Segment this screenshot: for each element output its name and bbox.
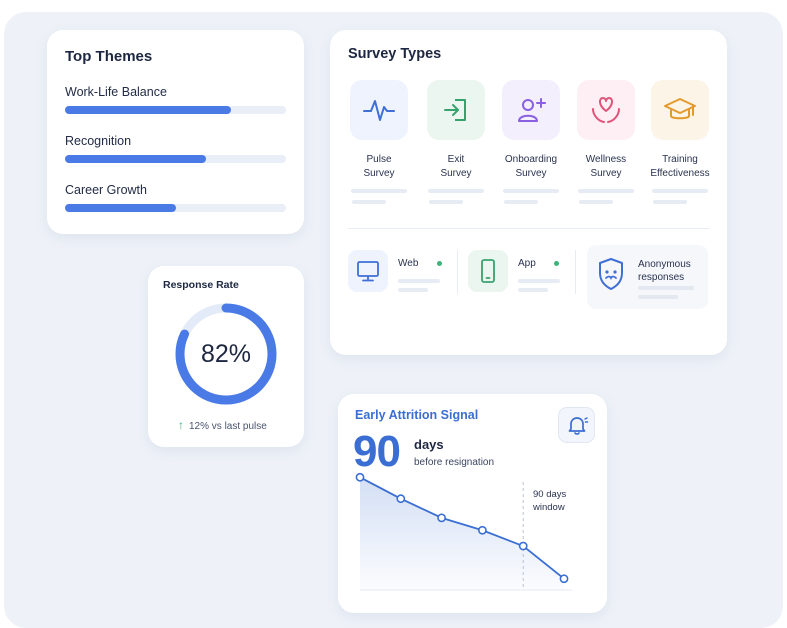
bell-icon[interactable] <box>558 407 595 443</box>
response-rate-value: 82% <box>200 340 252 368</box>
top-themes-card: Top Themes Work-Life Balance Recognition… <box>47 30 304 234</box>
placeholder-line <box>653 200 687 204</box>
anonymous-label: Anonymous responses <box>638 259 691 283</box>
section-divider <box>348 228 710 229</box>
theme-bar-track <box>65 106 286 114</box>
survey-type-wellness[interactable]: Wellness Survey <box>576 80 636 204</box>
monitor-icon <box>348 250 388 292</box>
survey-type-label: Pulse Survey <box>363 154 395 179</box>
theme-bar-fill <box>65 106 231 114</box>
survey-type-onboarding[interactable]: Onboarding Survey <box>501 80 561 204</box>
survey-type-exit[interactable]: Exit Survey <box>426 80 486 204</box>
theme-item: Work-Life Balance <box>65 85 286 114</box>
placeholder-line <box>398 279 440 283</box>
arrow-up-icon: ↑ <box>178 418 184 432</box>
data-point <box>518 541 528 551</box>
channel-divider <box>575 250 576 294</box>
series-line <box>359 476 565 580</box>
response-rate-card: Response Rate 82% ↑ 12% vs last pulse <box>148 266 304 447</box>
data-point <box>437 513 446 523</box>
response-rate-ring <box>175 303 277 405</box>
channel-label: App <box>518 258 536 269</box>
survey-type-pulse[interactable]: Pulse Survey <box>349 80 409 204</box>
early-attrition-card: Early Attrition Signal 90 days before re… <box>338 394 607 613</box>
graduation-cap-icon <box>651 80 709 140</box>
response-rate-delta: ↑ 12% vs last pulse <box>178 418 267 432</box>
pulse-icon <box>350 80 408 140</box>
data-point <box>559 574 569 584</box>
attrition-line-chart <box>355 472 572 591</box>
add-user-icon <box>502 80 560 140</box>
attrition-subtitle: before resignation <box>414 457 495 468</box>
placeholder-line <box>638 286 694 290</box>
placeholder-line <box>351 189 407 193</box>
placeholder-line <box>352 200 386 204</box>
theme-bar-track <box>65 155 286 163</box>
placeholder-line <box>578 189 634 193</box>
theme-bar-fill <box>65 204 176 212</box>
theme-label: Work-Life Balance <box>65 85 167 99</box>
window-annotation: 90 days window <box>533 489 567 513</box>
theme-item: Career Growth <box>65 183 286 212</box>
heart-hands-icon <box>577 80 635 140</box>
top-themes-title: Top Themes <box>65 48 153 65</box>
phone-icon <box>468 250 508 292</box>
placeholder-line <box>503 189 559 193</box>
channel-divider <box>457 250 458 294</box>
anonymous-responses[interactable]: Anonymous responses <box>587 245 708 309</box>
attrition-title: Early Attrition Signal <box>355 408 479 422</box>
placeholder-line <box>638 295 678 299</box>
status-dot <box>554 261 559 266</box>
survey-type-label: Exit Survey <box>440 154 472 179</box>
survey-type-label: Training Effectiveness <box>650 154 710 179</box>
placeholder-line <box>428 189 484 193</box>
theme-label: Recognition <box>65 134 132 148</box>
placeholder-line <box>398 288 428 292</box>
attrition-big-value: 90 <box>353 427 401 476</box>
chart-area <box>360 477 564 590</box>
attrition-unit: days <box>414 437 444 452</box>
response-rate-title: Response Rate <box>163 279 239 291</box>
placeholder-line <box>579 200 613 204</box>
data-point <box>396 494 406 504</box>
ring-progress-arc <box>175 303 277 405</box>
survey-type-label: Onboarding Survey <box>504 154 558 179</box>
data-point <box>477 525 487 535</box>
placeholder-line <box>518 279 560 283</box>
survey-type-label: Wellness Survey <box>585 154 627 179</box>
channel-web[interactable]: Web <box>348 248 448 296</box>
theme-item: Recognition <box>65 134 286 163</box>
theme-label: Career Growth <box>65 183 147 197</box>
status-dot <box>437 261 442 266</box>
placeholder-line <box>504 200 538 204</box>
exit-icon <box>427 80 485 140</box>
channel-label: Web <box>398 258 419 269</box>
survey-types-title: Survey Types <box>348 46 442 62</box>
placeholder-line <box>429 200 463 204</box>
data-point <box>355 472 365 482</box>
placeholder-line <box>652 189 708 193</box>
shield-mask-icon <box>597 257 625 296</box>
theme-bar-track <box>65 204 286 212</box>
channel-app[interactable]: App <box>468 248 568 296</box>
survey-type-training[interactable]: Training Effectiveness <box>650 80 710 204</box>
theme-bar-fill <box>65 155 207 163</box>
placeholder-line <box>518 288 548 292</box>
survey-types-card: Survey Types Pulse Survey Exit Survey Onbo… <box>330 30 727 355</box>
